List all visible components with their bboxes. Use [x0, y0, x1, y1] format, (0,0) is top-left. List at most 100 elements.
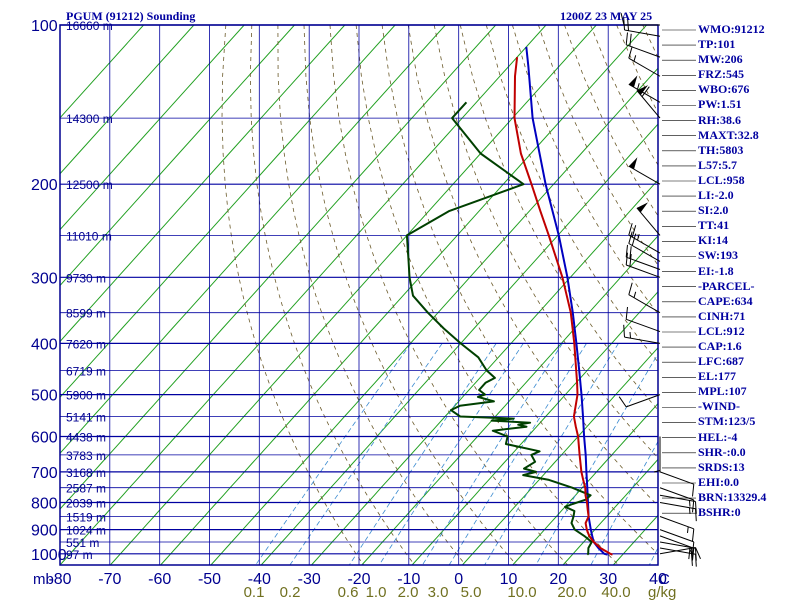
pressure-label: 800	[31, 496, 58, 513]
index-line: LCL:958	[698, 172, 745, 187]
index-line: TT:41	[698, 218, 730, 233]
mixing-ratio-label: 3.0	[428, 584, 449, 600]
pressure-label: 600	[31, 430, 58, 447]
sounding-time: 1200Z 23 MAY 25	[560, 9, 653, 23]
wind-barb	[625, 32, 661, 58]
wind-barb	[653, 436, 661, 473]
mixing-ratio-label: 10.0	[507, 584, 536, 600]
barb-staff	[628, 294, 661, 314]
barb-flag	[627, 18, 629, 31]
index-line: -PARCEL-	[698, 278, 755, 293]
dry-adiabat-line	[303, 25, 517, 565]
mixing-ratio-line	[422, 343, 563, 565]
wind-barb	[659, 535, 695, 561]
wind-barb	[636, 202, 661, 236]
temperature-tick-label: -20	[347, 571, 370, 588]
height-label: 1519 m	[66, 511, 106, 525]
index-line: MPL:107	[698, 384, 747, 399]
parcel-trace	[525, 46, 608, 556]
mixing-ratio-line	[289, 343, 443, 565]
barb-staff	[626, 256, 661, 270]
background-lines-layer	[60, 25, 658, 565]
barb-flag	[631, 225, 637, 238]
height-label: 551 m	[66, 536, 99, 550]
barb-flag	[623, 324, 625, 338]
plot-frame	[59, 24, 659, 566]
temperature-tick-label: -70	[98, 571, 121, 588]
mixing-ratio-label: 5.0	[461, 584, 482, 600]
temperature-tick-label: 10	[500, 571, 518, 588]
barb-flag	[691, 547, 693, 560]
height-label: 12500 m	[66, 178, 113, 192]
wind-barb	[628, 157, 661, 185]
index-line: CAP:1.6	[698, 338, 742, 353]
temperature-trace	[513, 56, 613, 556]
mixing-ratio-line	[378, 343, 524, 565]
index-line: BRN:13329.4	[698, 489, 767, 504]
barb-staff	[628, 243, 661, 262]
index-line: LI:-2.0	[698, 188, 734, 203]
barb-flag	[695, 547, 701, 560]
barb-flag	[692, 484, 695, 497]
barb-staff	[659, 471, 694, 485]
temperature-tick-label: 0	[454, 571, 463, 588]
barb-staff	[624, 336, 661, 344]
index-line: L57:5.7	[698, 157, 737, 172]
barb-staff	[626, 318, 661, 333]
mixing-ratio-label: 20.0	[557, 584, 586, 600]
dry-adiabat-line	[249, 25, 415, 565]
index-line: FRZ:545	[698, 67, 744, 82]
isotherm-line	[562, 458, 658, 565]
barb-half-flag	[633, 55, 637, 62]
height-label: 5900 m	[66, 389, 106, 403]
height-label: 14300 m	[66, 112, 113, 126]
mixing-ratio-line	[448, 343, 587, 565]
sounding-title: PGUM (91212) Sounding	[66, 9, 196, 23]
temperature-tick-label: -40	[248, 571, 271, 588]
isotherm-line	[160, 25, 647, 565]
wind-barbs-layer	[618, 12, 701, 567]
index-line: LCL:912	[698, 323, 745, 338]
wind-barb	[628, 46, 661, 77]
index-line: TP:101	[698, 37, 736, 52]
index-line: EI:-1.8	[698, 263, 734, 278]
barb-half-flag	[633, 291, 637, 298]
dewpoint-trace	[405, 101, 593, 556]
wind-barb	[659, 516, 695, 542]
isotherm-line	[612, 514, 658, 565]
wind-barb	[628, 75, 661, 103]
height-label: 3783 m	[66, 449, 106, 463]
barb-half-flag	[653, 470, 661, 473]
wind-barb	[618, 394, 661, 408]
height-label: 4438 m	[66, 431, 106, 445]
barb-pennant	[628, 75, 638, 88]
index-line: SRDS:13	[698, 459, 745, 474]
barb-half-flag	[687, 526, 689, 533]
barb-flag	[628, 223, 633, 236]
wind-barb	[623, 324, 661, 344]
index-line: SHR-:0.0	[698, 444, 746, 459]
barb-flag	[629, 254, 632, 267]
barb-flag	[688, 546, 691, 560]
barb-pennant	[628, 157, 638, 170]
pressure-label: 1000	[31, 547, 67, 564]
wind-barb	[659, 471, 695, 497]
wind-barb	[620, 12, 660, 26]
dry-adiabat-line	[407, 25, 658, 507]
barb-flag	[628, 46, 633, 59]
barb-staff	[628, 57, 661, 77]
barb-staff	[659, 502, 696, 510]
index-line: SI:2.0	[698, 203, 729, 218]
index-line: STM:123/5	[698, 414, 756, 429]
barb-staff	[659, 516, 694, 530]
pressure-label: 400	[31, 336, 58, 353]
barb-staff	[626, 44, 661, 58]
wind-barb	[636, 85, 661, 119]
height-label: 5141 m	[66, 411, 106, 425]
dry-adiabat-line	[329, 25, 568, 565]
barb-flag	[629, 33, 632, 47]
wind-barb	[625, 252, 661, 278]
isotherm-line	[311, 179, 658, 565]
barb-half-flag	[637, 234, 640, 241]
barb-flag	[625, 252, 628, 266]
